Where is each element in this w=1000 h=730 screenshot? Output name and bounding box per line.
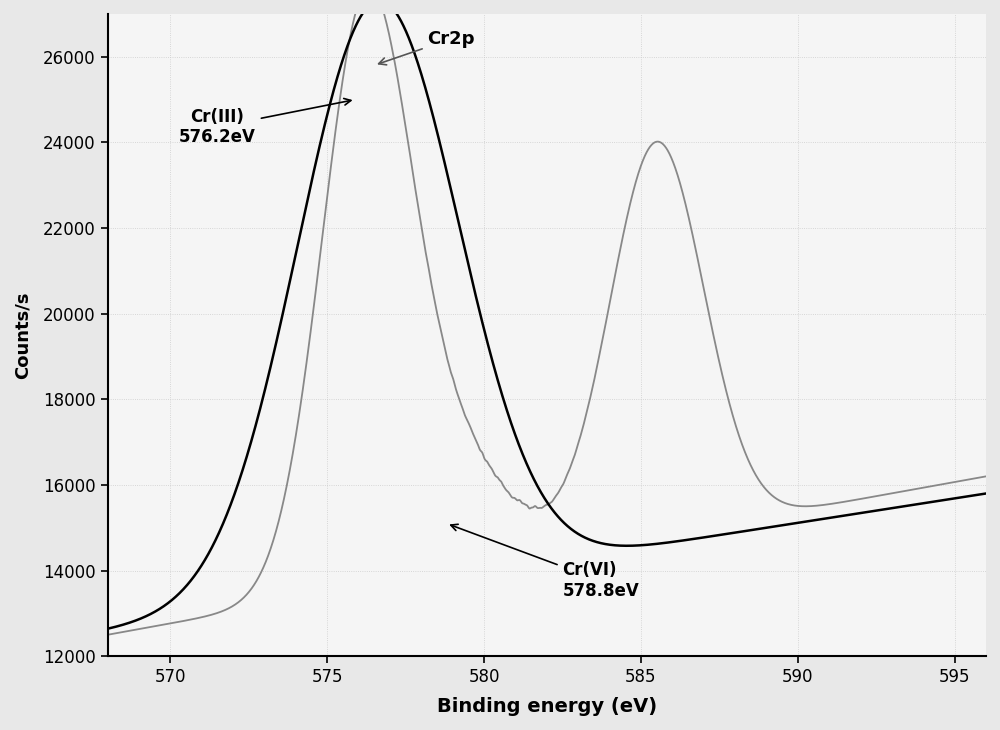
X-axis label: Binding energy (eV): Binding energy (eV) bbox=[437, 697, 657, 716]
Text: Cr2p: Cr2p bbox=[379, 30, 475, 65]
Text: Cr(III)
576.2eV: Cr(III) 576.2eV bbox=[179, 99, 351, 146]
Y-axis label: Counts/s: Counts/s bbox=[14, 291, 32, 379]
Text: Cr(VI)
578.8eV: Cr(VI) 578.8eV bbox=[451, 524, 639, 600]
